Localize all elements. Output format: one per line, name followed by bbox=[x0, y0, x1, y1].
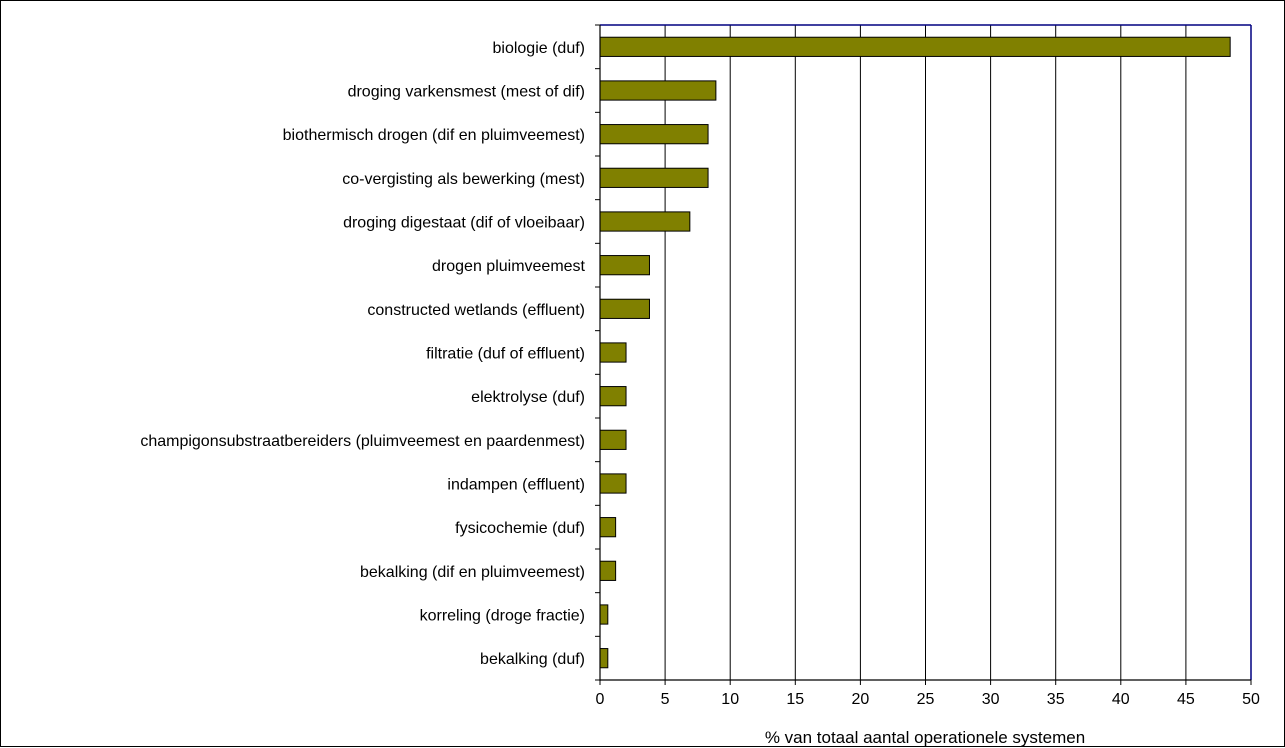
bars bbox=[599, 36, 1231, 669]
gridlines bbox=[664, 25, 1187, 680]
bar-2 bbox=[599, 124, 709, 145]
x-tick-label-40: 40 bbox=[1112, 691, 1130, 708]
category-label-0: biologie (duf) bbox=[493, 40, 586, 57]
category-label-10: indampen (effluent) bbox=[447, 477, 585, 494]
category-label-4: droging digestaat (dif of vloeibaar) bbox=[343, 215, 585, 232]
category-label-13: korreling (droge fractie) bbox=[420, 608, 585, 625]
bar-14 bbox=[599, 648, 609, 669]
bar-8 bbox=[599, 386, 627, 407]
x-tick-label-35: 35 bbox=[1047, 691, 1065, 708]
bar-5 bbox=[599, 255, 650, 276]
x-tick-label-25: 25 bbox=[917, 691, 935, 708]
category-label-3: co-vergisting als bewerking (mest) bbox=[342, 171, 585, 188]
x-tick-label-5: 5 bbox=[661, 691, 670, 708]
x-tick-label-30: 30 bbox=[982, 691, 1000, 708]
category-label-2: biothermisch drogen (dif en pluimveemest… bbox=[283, 127, 585, 144]
category-label-5: drogen pluimveemest bbox=[432, 258, 586, 275]
category-label-1: droging varkensmest (mest of dif) bbox=[348, 84, 585, 101]
category-label-12: bekalking (dif en pluimveemest) bbox=[360, 564, 585, 581]
bar-6 bbox=[599, 298, 650, 319]
bar-1 bbox=[599, 80, 717, 101]
x-tick-label-50: 50 bbox=[1242, 691, 1260, 708]
category-label-9: champigonsubstraatbereiders (pluimveemes… bbox=[140, 433, 585, 450]
bar-9 bbox=[599, 429, 627, 450]
x-tick-label-20: 20 bbox=[852, 691, 870, 708]
category-labels: biologie (duf) droging varkensmest (mest … bbox=[140, 40, 585, 668]
x-tick-label-0: 0 bbox=[596, 691, 605, 708]
bar-0 bbox=[599, 36, 1231, 57]
category-label-7: filtratie (duf of effluent) bbox=[426, 346, 585, 363]
x-tick-label-15: 15 bbox=[786, 691, 804, 708]
bar-11 bbox=[599, 517, 617, 538]
category-label-6: constructed wetlands (effluent) bbox=[367, 302, 585, 319]
bar-4 bbox=[599, 211, 691, 232]
category-label-11: fysicochemie (duf) bbox=[455, 520, 585, 537]
x-tick-label-10: 10 bbox=[721, 691, 739, 708]
bar-3 bbox=[599, 167, 709, 188]
bar-12 bbox=[599, 560, 617, 581]
x-axis-title: % van totaal aantal operationele systeme… bbox=[765, 728, 1085, 747]
x-tick-label-45: 45 bbox=[1177, 691, 1195, 708]
axes bbox=[595, 24, 1252, 685]
category-label-14: bekalking (duf) bbox=[480, 651, 585, 668]
bar-10 bbox=[599, 473, 627, 494]
bar-7 bbox=[599, 342, 627, 363]
x-tick-labels: 0 5 10 15 20 25 30 35 40 45 50 bbox=[596, 691, 1260, 708]
category-label-8: elektrolyse (duf) bbox=[471, 389, 585, 406]
bar-13 bbox=[599, 604, 609, 625]
